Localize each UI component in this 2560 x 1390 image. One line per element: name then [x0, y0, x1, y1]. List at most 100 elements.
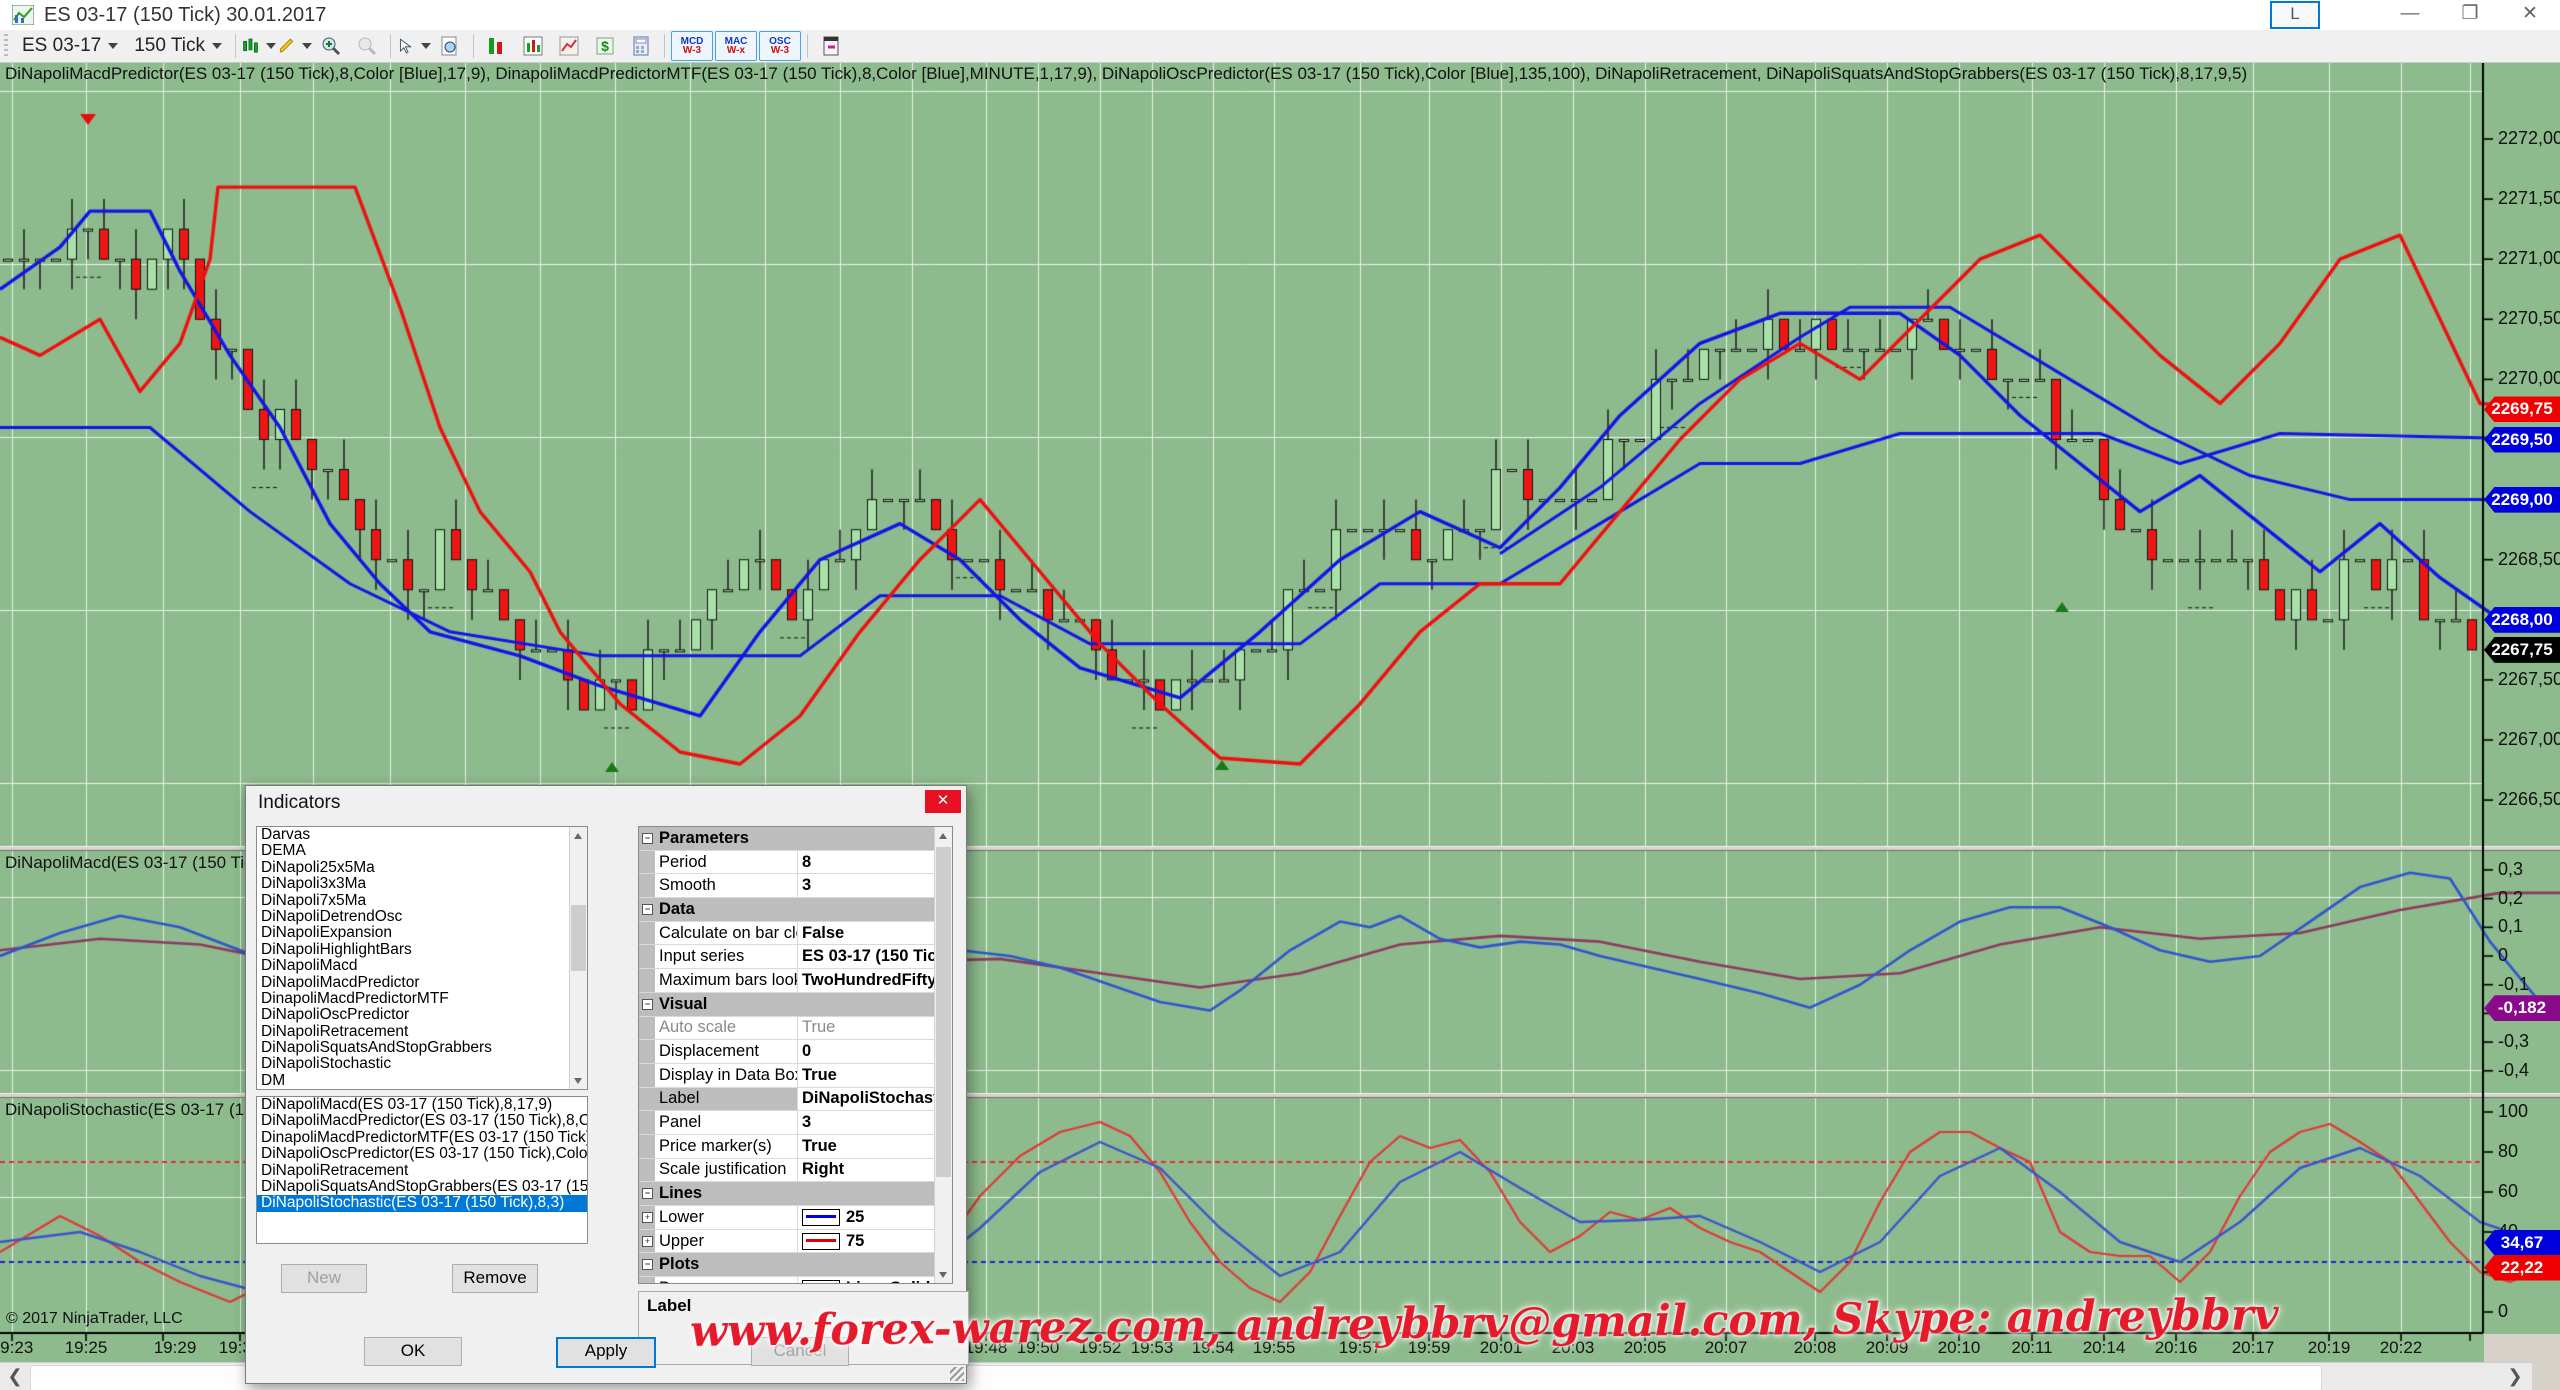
scroll-down-arrow-icon[interactable] [570, 1072, 587, 1089]
available-indicator-item[interactable]: DinapoliMacdPredictorMTF [261, 990, 449, 1007]
property-row[interactable]: Display in Data Box True [639, 1063, 952, 1088]
property-row[interactable]: − Plots [639, 1253, 952, 1278]
macd-mtf-preset-button[interactable]: MAC W-x [715, 31, 757, 61]
property-row[interactable]: Period 8 [639, 850, 952, 875]
available-indicator-item[interactable]: DiNapoliMacdPredictor [261, 974, 420, 991]
indicator-properties-grid[interactable]: − Parameters Period 8 Smooth 3− Data Calculate … [638, 826, 953, 1284]
available-indicator-item[interactable]: DiNapoli3x3Ma [261, 876, 367, 893]
available-indicator-item[interactable]: DiNapoliHighlightBars [261, 941, 412, 958]
apply-button[interactable]: Apply [556, 1337, 656, 1368]
property-value[interactable]: 25 [798, 1206, 952, 1229]
macd-predictor-preset-button[interactable]: MCD W-3 [671, 31, 713, 61]
expand-icon[interactable]: + [642, 1212, 653, 1223]
new-button[interactable]: New [281, 1264, 367, 1293]
interval-selector[interactable]: 150 Tick [126, 33, 230, 59]
instrument-selector[interactable]: ES 03-17 [14, 33, 126, 59]
available-indicator-item[interactable]: DM [261, 1072, 286, 1089]
data-box-button[interactable] [433, 32, 467, 60]
property-row[interactable]: Panel 3 [639, 1111, 952, 1135]
property-row[interactable]: Smooth 3 [639, 874, 952, 899]
cursor-tool-button[interactable] [397, 32, 431, 60]
available-indicators-list[interactable]: Darvas DEMA DiNapoli25x5Ma DiNapoli3x3Ma DiN… [256, 826, 588, 1090]
bar-tool-button[interactable] [480, 32, 514, 60]
available-indicator-item[interactable]: DiNapoliStochastic [261, 1056, 392, 1073]
line-chart-button[interactable] [552, 32, 586, 60]
property-row[interactable]: Price marker(s) True [639, 1134, 952, 1159]
expand-icon[interactable]: + [642, 1235, 653, 1247]
property-row[interactable]: Scale justification Right [639, 1158, 952, 1183]
property-row[interactable]: Displacement 0 [639, 1040, 952, 1064]
property-value[interactable]: 3 [798, 1111, 952, 1134]
property-value[interactable]: ES 03-17 (150 Tick) [798, 945, 952, 968]
osc-predictor-preset-button[interactable]: OSC W-3 [759, 31, 801, 61]
scrollbar-thumb[interactable] [936, 847, 951, 1177]
property-value[interactable]: True [798, 1064, 952, 1087]
property-value[interactable]: 0 [798, 1040, 952, 1063]
configured-indicators-list[interactable]: DiNapoliMacd(ES 03-17 (150 Tick),8,17,9)… [256, 1096, 588, 1244]
scroll-right-arrow-icon[interactable]: ❯ [2507, 1366, 2523, 1386]
available-indicator-item[interactable]: DiNapoli25x5Ma [261, 859, 375, 876]
restore-button[interactable]: ❐ [2461, 3, 2479, 24]
collapse-icon[interactable]: − [642, 833, 653, 844]
dialog-titlebar[interactable]: Indicators ✕ [246, 786, 966, 818]
configured-indicator-item[interactable]: DinapoliMacdPredictorMTF(ES 03-17 (150 T… [261, 1129, 587, 1146]
link-button[interactable]: L [2270, 1, 2320, 29]
calculator-button[interactable] [624, 32, 658, 60]
property-value[interactable]: Right [798, 1159, 952, 1182]
property-value[interactable]: False [798, 922, 952, 945]
property-row[interactable]: − Visual [639, 992, 952, 1017]
property-row[interactable]: Calculate on bar clos False [639, 921, 952, 946]
available-indicator-item[interactable]: DiNapoliMacd [261, 958, 358, 975]
property-value[interactable]: ∿Line; Solid; 1px˅ [798, 1277, 952, 1283]
expand-icon[interactable]: + [642, 1283, 653, 1284]
scroll-up-arrow-icon[interactable] [935, 827, 952, 844]
property-row[interactable]: − Data [639, 898, 952, 922]
available-indicator-item[interactable]: Darvas [261, 827, 311, 843]
dialog-close-button[interactable]: ✕ [925, 790, 961, 813]
property-value[interactable]: 75 [798, 1230, 952, 1253]
property-row[interactable]: Label DiNapoliStochastic [639, 1087, 952, 1112]
available-indicator-item[interactable]: DiNapoliRetracement [261, 1023, 409, 1040]
collapse-icon[interactable]: − [642, 1259, 653, 1271]
panel-tool-button[interactable] [814, 32, 848, 60]
ok-button[interactable]: OK [364, 1337, 462, 1366]
chart-window-button[interactable] [516, 32, 550, 60]
zoom-out-button[interactable] [350, 32, 384, 60]
property-value[interactable]: 3 [798, 874, 952, 897]
configured-indicator-item[interactable]: DiNapoliMacdPredictor(ES 03-17 (150 Tick… [261, 1113, 587, 1130]
property-row[interactable]: +D∿Line; Solid; 1px˅ [639, 1277, 952, 1284]
dialog-resize-grip[interactable] [950, 1367, 964, 1381]
property-value[interactable]: DiNapoliStochastic [798, 1088, 952, 1111]
minimize-button[interactable]: — [2400, 3, 2420, 24]
collapse-icon[interactable]: − [642, 1188, 653, 1200]
configured-indicator-item[interactable]: DiNapoliOscPredictor(ES 03-17 (150 Tick)… [261, 1146, 587, 1163]
configured-indicator-item[interactable]: DiNapoliRetracement [261, 1162, 409, 1179]
property-row[interactable]: + Upper 75 [639, 1229, 952, 1254]
available-indicator-item[interactable]: DiNapoliDetrendOsc [261, 908, 403, 925]
property-row[interactable]: Input series ES 03-17 (150 Tick) [639, 945, 952, 970]
available-indicator-item[interactable]: DEMA [261, 843, 306, 860]
scroll-left-arrow-icon[interactable]: ❮ [7, 1366, 23, 1386]
remove-button[interactable]: Remove [452, 1264, 538, 1293]
scroll-up-arrow-icon[interactable] [570, 827, 587, 844]
scrollbar-thumb[interactable] [571, 905, 586, 971]
account-button[interactable]: $ [588, 32, 622, 60]
property-row[interactable]: − Parameters [639, 827, 952, 851]
available-indicator-item[interactable]: DiNapoliExpansion [261, 925, 392, 942]
list-scrollbar[interactable] [569, 827, 587, 1089]
collapse-icon[interactable]: − [642, 998, 653, 1010]
configured-indicator-item[interactable]: DiNapoliSquatsAndStopGrabbers(ES 03-17 (… [261, 1178, 587, 1195]
property-value[interactable]: 8 [798, 851, 952, 874]
available-indicator-item[interactable]: DiNapoliOscPredictor [261, 1007, 410, 1024]
chart-style-button[interactable] [242, 32, 276, 60]
property-row[interactable]: Auto scale True [639, 1016, 952, 1041]
property-row[interactable]: − Lines [639, 1182, 952, 1206]
configured-indicator-item[interactable]: DiNapoliMacd(ES 03-17 (150 Tick),8,17,9) [261, 1097, 553, 1113]
cancel-button[interactable]: Cancel [751, 1337, 849, 1366]
property-value[interactable]: True [798, 1017, 952, 1040]
toolbar-grip[interactable] [4, 34, 8, 58]
available-indicator-item[interactable]: DiNapoliSquatsAndStopGrabbers [261, 1040, 492, 1057]
collapse-icon[interactable]: − [642, 904, 653, 916]
scroll-down-arrow-icon[interactable] [935, 1266, 952, 1283]
grid-scrollbar[interactable] [934, 827, 952, 1283]
